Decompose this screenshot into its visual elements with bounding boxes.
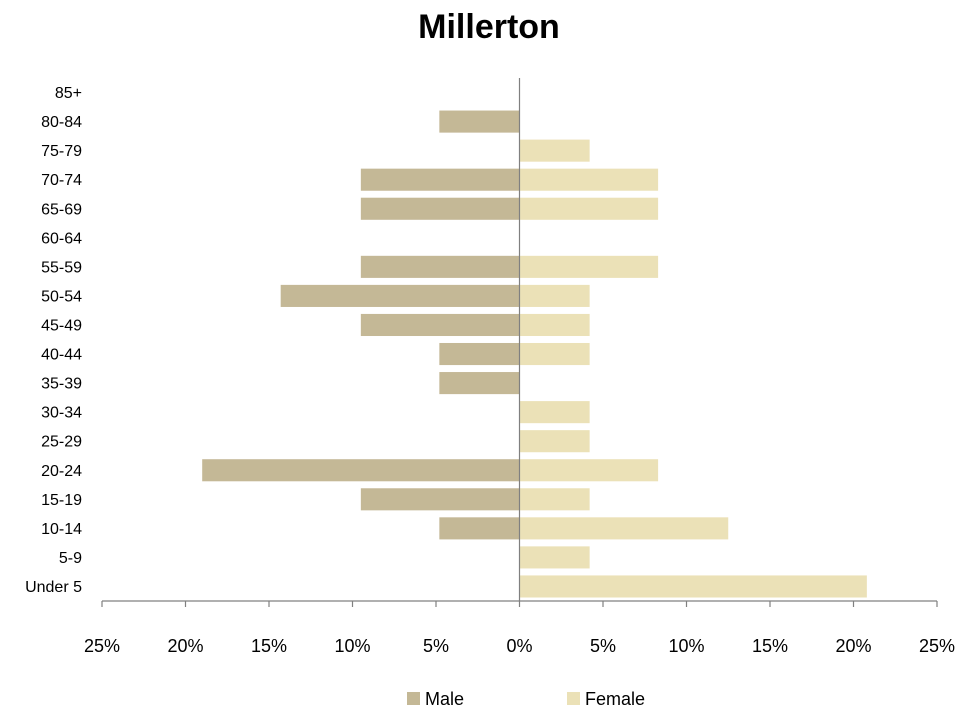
category-label: 75-79 [41,143,82,160]
bar-male-45-49 [360,313,520,337]
bar-female-25-29 [519,430,590,453]
category-label: 35-39 [41,376,82,393]
category-label: 70-74 [41,172,82,189]
bar-female-5-9 [519,546,590,569]
x-tick-label: 15% [752,636,788,656]
bar-female-30-34 [519,401,590,424]
bar-male-50-54 [280,284,520,307]
x-tick-label: 20% [835,636,871,656]
x-tick-labels: 25% 20% 15% 10% 5% 0% 5% 10% 15% 20% 25% [84,636,955,656]
category-label: 55-59 [41,259,82,276]
bar-male-35-39 [439,372,520,395]
category-label: 60-64 [41,230,82,247]
bar-male-20-24 [202,459,520,482]
bar-female-under-5 [519,575,867,598]
category-label: 40-44 [41,347,82,364]
bar-male-65-69 [360,197,520,220]
legend-swatch-female [567,692,580,705]
category-label: 30-34 [41,405,82,422]
bar-female-65-69 [519,197,659,220]
x-tick-label: 5% [590,636,616,656]
bars-group [202,110,867,598]
chart-title: Millerton [418,8,560,46]
bar-male-15-19 [360,488,520,511]
axes [101,78,938,607]
bar-female-40-44 [519,342,590,366]
bar-female-20-24 [519,459,659,482]
bar-female-70-74 [519,168,659,191]
legend-swatch-male [407,692,420,705]
category-labels: 85+ 80-84 75-79 70-74 65-69 60-64 55-59 50-54 45… [25,85,82,596]
bar-male-40-44 [439,342,520,366]
legend-label-male: Male [425,689,464,709]
bar-female-50-54 [519,284,590,307]
bar-female-55-59 [519,255,659,278]
bar-female-15-19 [519,488,590,511]
bar-female-75-79 [519,139,590,162]
legend: Male Female [407,689,645,709]
category-label: 80-84 [41,114,82,131]
bar-female-45-49 [519,313,590,337]
x-tick-label: 10% [668,636,704,656]
bar-male-55-59 [360,255,520,278]
category-label: 20-24 [41,463,82,480]
category-label: Under 5 [25,579,82,596]
x-tick-label: 25% [919,636,955,656]
category-label: 10-14 [41,521,82,538]
category-label: 85+ [55,85,82,102]
bar-male-70-74 [360,168,520,191]
category-label: 45-49 [41,317,82,334]
x-tick-label: 0% [506,636,532,656]
bar-male-80-84 [439,110,520,133]
x-tick-label: 25% [84,636,120,656]
category-label: 5-9 [59,550,82,567]
bar-male-10-14 [439,517,520,540]
x-tick-label: 15% [251,636,287,656]
legend-label-female: Female [585,689,645,709]
category-label: 15-19 [41,492,82,509]
x-tick-label: 10% [334,636,370,656]
x-tick-label: 20% [167,636,203,656]
bar-female-10-14 [519,517,729,540]
x-tick-label: 5% [423,636,449,656]
category-label: 25-29 [41,434,82,451]
category-label: 50-54 [41,288,82,305]
category-label: 65-69 [41,201,82,218]
